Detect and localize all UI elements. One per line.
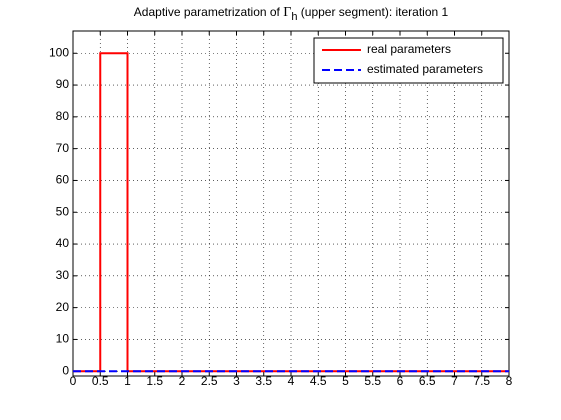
x-tick-label: 0 [70,374,77,388]
x-tick-label: 4 [288,374,295,388]
x-tick-label: 1.5 [146,374,163,388]
y-tick-label: 0 [62,363,69,377]
x-tick-label: 2 [179,374,186,388]
y-tick-label: 70 [56,141,70,155]
title-subscript: h [291,11,297,23]
y-tick-label: 100 [49,45,69,59]
x-tick-label: 6.5 [419,374,436,388]
y-tick-label: 60 [56,173,70,187]
y-tick-label: 40 [56,236,70,250]
title-symbol: Γ [283,5,291,20]
x-tick-label: 7 [451,374,458,388]
legend-box [313,37,504,84]
x-tick-label: 5.5 [364,374,381,388]
legend-label: estimated parameters [367,62,483,76]
legend-label: real parameters [367,42,451,56]
x-tick-label: 4.5 [310,374,327,388]
y-tick-label: 20 [56,300,70,314]
y-tick-label: 90 [56,77,70,91]
x-tick-label: 2.5 [201,374,218,388]
y-tick-label: 80 [56,109,70,123]
x-tick-label: 0.5 [92,374,109,388]
title-text: Adaptive parametrization of [134,5,283,19]
title-rest: (upper segment): iteration 1 [297,5,448,19]
chart-title: Adaptive parametrization of Γh (upper se… [134,5,449,23]
x-tick-label: 1 [124,374,131,388]
x-tick-label: 3 [233,374,240,388]
x-tick-label: 6 [397,374,404,388]
y-tick-label: 30 [56,268,70,282]
x-tick-label: 8 [506,374,513,388]
axes-box [72,30,510,377]
x-tick-label: 7.5 [473,374,490,388]
y-tick-label: 10 [56,332,70,346]
x-tick-label: 5 [342,374,349,388]
y-tick-label: 50 [56,204,70,218]
x-tick-label: 3.5 [255,374,272,388]
series-line [73,52,509,373]
